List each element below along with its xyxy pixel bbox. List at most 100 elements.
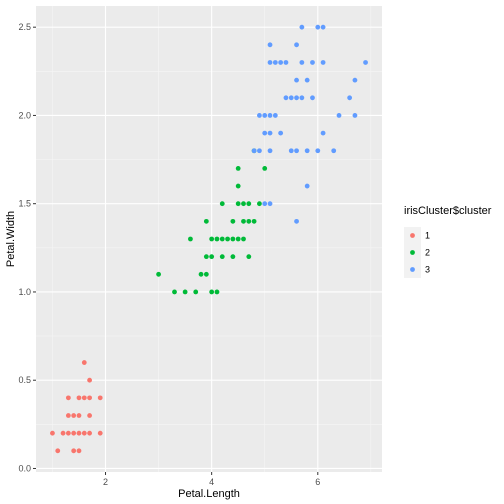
data-point-cluster-3 [299, 60, 305, 65]
data-point-cluster-3 [267, 148, 273, 154]
legend-label-2: 2 [425, 248, 430, 258]
legend: irisCluster$cluster 1 2 3 [404, 205, 492, 278]
data-point-cluster-3 [267, 130, 273, 136]
data-point-cluster-3 [310, 60, 315, 65]
data-point-cluster-3 [272, 113, 278, 118]
data-point-cluster-3 [267, 113, 273, 118]
data-point-cluster-1 [76, 413, 82, 418]
legend-label-3: 3 [425, 265, 430, 275]
data-point-cluster-2 [241, 201, 246, 207]
data-point-cluster-2 [219, 201, 225, 207]
x-tick-label: 4 [209, 477, 214, 487]
data-point-cluster-1 [71, 413, 77, 418]
data-point-cluster-3 [288, 95, 294, 101]
data-point-cluster-2 [230, 254, 236, 260]
data-point-cluster-3 [267, 201, 273, 207]
data-point-cluster-3 [363, 60, 368, 65]
data-point-cluster-2 [235, 201, 241, 207]
y-axis-title: Petal.Width [5, 211, 17, 267]
data-point-cluster-3 [304, 77, 310, 83]
data-point-cluster-1 [71, 430, 77, 436]
data-point-cluster-2 [246, 218, 252, 224]
data-point-cluster-2 [209, 254, 215, 260]
data-point-cluster-2 [246, 254, 252, 260]
data-point-cluster-3 [294, 42, 299, 48]
data-point-cluster-3 [299, 95, 305, 101]
data-point-cluster-3 [320, 130, 326, 136]
data-point-cluster-2 [219, 236, 225, 242]
data-point-cluster-2 [241, 218, 246, 224]
legend-title: irisCluster$cluster [404, 205, 492, 217]
data-point-cluster-3 [251, 148, 257, 154]
data-point-cluster-3 [331, 148, 337, 154]
plot-panel [36, 6, 382, 472]
data-point-cluster-2 [203, 271, 209, 277]
data-point-cluster-3 [262, 201, 268, 207]
x-tick-label: 2 [103, 477, 108, 487]
data-point-cluster-3 [257, 148, 262, 154]
data-point-cluster-2 [230, 218, 236, 224]
data-point-cluster-1 [87, 413, 92, 418]
data-point-cluster-3 [294, 148, 299, 154]
data-point-cluster-3 [315, 148, 321, 154]
data-point-cluster-2 [251, 218, 257, 224]
x-axis-title: Petal.Length [178, 488, 240, 500]
data-point-cluster-1 [97, 430, 103, 436]
data-point-cluster-2 [262, 165, 268, 171]
y-tick-label: 2.0 [18, 110, 31, 120]
y-tick-label: 0.5 [18, 375, 31, 385]
data-point-cluster-1 [65, 395, 71, 401]
data-point-cluster-3 [352, 77, 358, 83]
data-point-cluster-3 [267, 60, 273, 65]
data-point-cluster-3 [336, 113, 342, 118]
y-tick-label: 1.0 [18, 287, 31, 297]
data-points [50, 24, 368, 454]
data-point-cluster-3 [278, 130, 284, 136]
data-point-cluster-1 [76, 448, 82, 454]
data-point-cluster-2 [209, 236, 215, 242]
data-point-cluster-3 [283, 60, 289, 65]
data-point-cluster-3 [315, 24, 321, 30]
legend-key-2 [410, 250, 415, 255]
data-point-cluster-2 [230, 236, 236, 242]
data-point-cluster-3 [262, 130, 268, 136]
data-point-cluster-2 [257, 201, 262, 207]
data-point-cluster-3 [304, 148, 310, 154]
data-point-cluster-3 [304, 183, 310, 189]
data-point-cluster-1 [81, 395, 87, 401]
data-point-cluster-3 [257, 113, 262, 118]
data-point-cluster-2 [198, 271, 204, 277]
data-point-cluster-2 [219, 254, 225, 260]
data-point-cluster-3 [320, 24, 326, 30]
data-point-cluster-3 [310, 95, 315, 101]
x-tick-label: 6 [315, 477, 320, 487]
data-point-cluster-2 [214, 236, 220, 242]
data-point-cluster-2 [156, 271, 161, 277]
data-point-cluster-1 [81, 360, 87, 365]
data-point-cluster-2 [225, 236, 230, 242]
data-point-cluster-2 [188, 236, 193, 242]
data-point-cluster-3 [347, 95, 353, 101]
data-point-cluster-2 [203, 218, 209, 224]
y-tick-label: 2.5 [18, 22, 31, 32]
data-point-cluster-2 [214, 289, 220, 295]
data-point-cluster-1 [81, 430, 87, 436]
data-point-cluster-3 [294, 95, 299, 101]
data-point-cluster-1 [60, 430, 66, 436]
data-point-cluster-1 [76, 430, 82, 436]
legend-key-1 [410, 233, 415, 238]
data-point-cluster-1 [55, 448, 61, 454]
data-point-cluster-3 [294, 218, 299, 224]
axis-ticks: 2 4 6 0.0 0.5 1.0 1.5 2.0 2.5 [18, 22, 320, 487]
data-point-cluster-3 [267, 42, 273, 48]
data-point-cluster-2 [235, 165, 241, 171]
data-point-cluster-3 [299, 24, 305, 30]
data-point-cluster-3 [278, 60, 284, 65]
data-point-cluster-2 [235, 183, 241, 189]
data-point-cluster-1 [87, 377, 92, 383]
data-point-cluster-2 [182, 289, 188, 295]
legend-label-1: 1 [425, 231, 430, 241]
data-point-cluster-1 [71, 448, 77, 454]
data-point-cluster-1 [65, 430, 71, 436]
